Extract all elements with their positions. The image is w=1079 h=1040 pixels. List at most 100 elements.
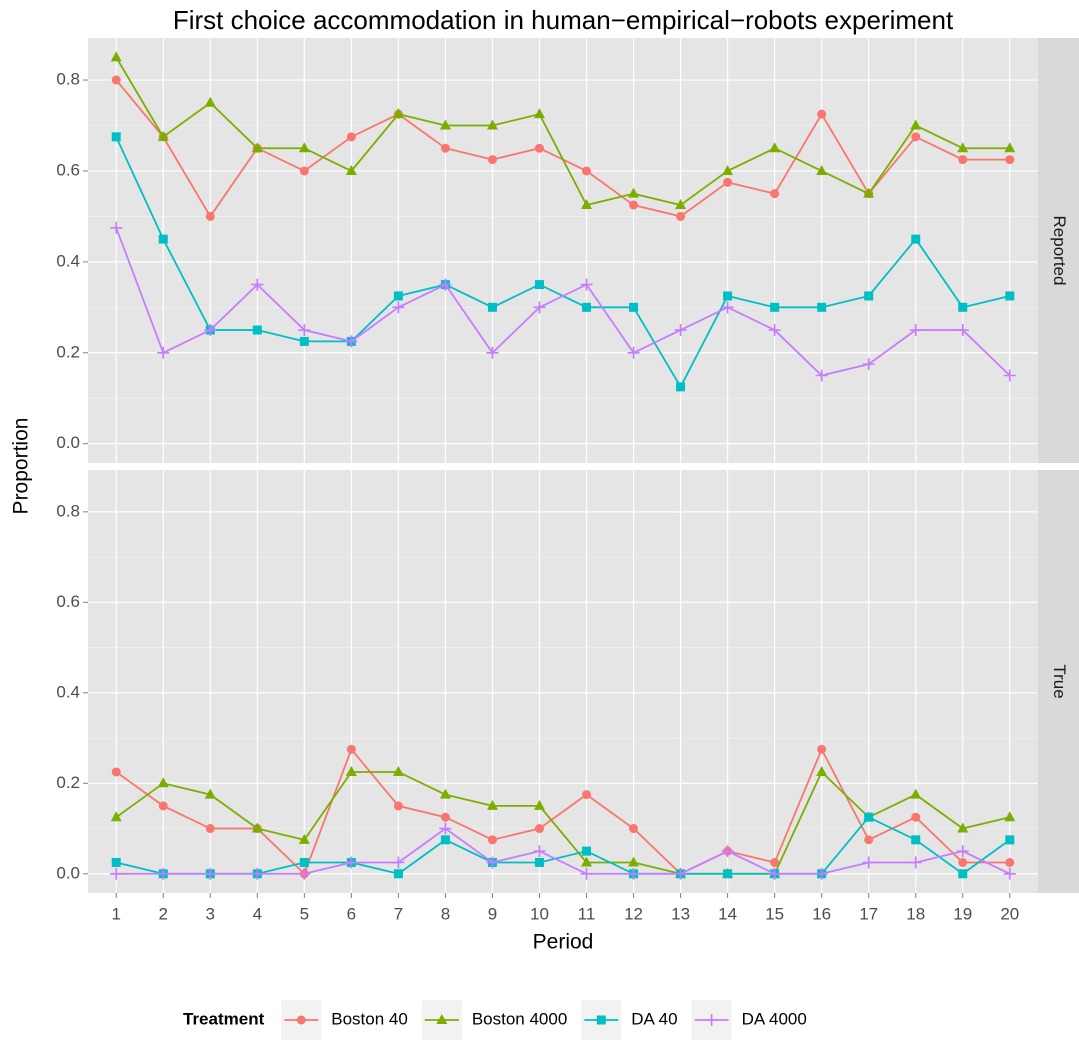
marker <box>674 867 687 880</box>
marker <box>111 75 121 85</box>
marker <box>628 856 640 867</box>
marker <box>204 788 216 799</box>
y-tick-label: 0.2 <box>56 342 80 361</box>
marker <box>817 744 827 754</box>
marker <box>345 335 358 348</box>
marker <box>958 302 968 312</box>
marker <box>346 132 356 142</box>
marker <box>110 221 123 234</box>
facet-label: Reported <box>1050 216 1069 286</box>
x-tick-label: 8 <box>441 904 450 923</box>
marker <box>768 867 781 880</box>
marker <box>533 301 546 314</box>
marker <box>487 155 497 165</box>
marker <box>487 835 497 845</box>
marker <box>440 143 450 153</box>
marker <box>158 234 168 244</box>
marker <box>957 142 969 153</box>
marker <box>440 835 450 845</box>
marker <box>909 324 922 337</box>
marker <box>582 790 592 800</box>
marker <box>298 142 310 153</box>
series-line <box>115 747 1010 876</box>
x-tick-label: 6 <box>347 904 356 923</box>
marker <box>392 108 404 119</box>
series-line <box>116 816 1011 875</box>
marker <box>393 801 403 811</box>
x-tick-label: 2 <box>159 904 168 923</box>
x-tick-label: 7 <box>394 904 403 923</box>
marker <box>862 856 875 869</box>
marker <box>296 1015 306 1025</box>
marker <box>816 765 828 776</box>
marker <box>251 822 263 833</box>
series-line <box>115 227 1011 377</box>
facet-strip <box>1038 470 1079 893</box>
marker <box>909 856 922 869</box>
marker <box>1003 369 1016 382</box>
marker <box>486 346 499 359</box>
marker <box>581 199 593 210</box>
marker <box>911 234 921 244</box>
marker <box>157 346 170 359</box>
marker <box>582 302 592 312</box>
marker <box>864 835 874 845</box>
marker <box>627 867 640 880</box>
x-tick-label: 5 <box>300 904 309 923</box>
y-tick-label: 0.8 <box>56 501 80 520</box>
marker <box>910 119 922 130</box>
x-tick-label: 20 <box>1000 904 1019 923</box>
marker <box>486 856 499 869</box>
chart-title: First choice accommodation in human−empi… <box>173 5 954 35</box>
x-tick-label: 1 <box>111 904 120 923</box>
marker <box>533 799 545 810</box>
marker <box>111 132 121 142</box>
series-line <box>115 770 1010 875</box>
marker <box>1005 857 1015 867</box>
marker <box>628 187 640 198</box>
marker <box>392 765 404 776</box>
marker <box>251 867 264 880</box>
marker <box>817 302 827 312</box>
marker <box>956 324 969 337</box>
marker <box>911 835 921 845</box>
marker <box>486 799 498 810</box>
marker <box>723 869 733 879</box>
x-tick-label: 10 <box>530 904 549 923</box>
marker <box>580 867 593 880</box>
marker <box>487 302 497 312</box>
x-tick-label: 3 <box>206 904 215 923</box>
x-tick-label: 16 <box>812 904 831 923</box>
marker <box>1005 835 1015 845</box>
marker <box>768 324 781 337</box>
marker <box>345 164 357 175</box>
marker <box>204 867 217 880</box>
legend: Treatment Boston 40 Boston 4000 DA 40 DA 400… <box>183 1000 807 1040</box>
marker <box>110 51 122 62</box>
marker <box>157 130 169 141</box>
marker <box>393 869 403 879</box>
y-axis-label: Proportion <box>10 418 33 515</box>
marker <box>596 1015 606 1025</box>
marker <box>958 869 968 879</box>
marker <box>251 278 264 291</box>
y-tick-label: 0.6 <box>56 592 80 611</box>
marker <box>863 187 875 198</box>
marker <box>533 108 545 119</box>
marker <box>204 96 216 107</box>
marker <box>1005 291 1015 301</box>
x-axis-label: Period <box>533 931 594 954</box>
marker <box>251 142 263 153</box>
legend-label: DA 4000 <box>742 1009 807 1028</box>
marker <box>582 166 592 176</box>
marker <box>157 777 169 788</box>
marker <box>486 119 498 130</box>
marker <box>723 177 733 187</box>
x-tick-label: 19 <box>953 904 972 923</box>
marker <box>1004 811 1016 822</box>
marker <box>864 812 874 822</box>
marker <box>958 857 968 867</box>
marker <box>770 302 780 312</box>
marker <box>1005 155 1015 165</box>
marker <box>534 280 544 290</box>
